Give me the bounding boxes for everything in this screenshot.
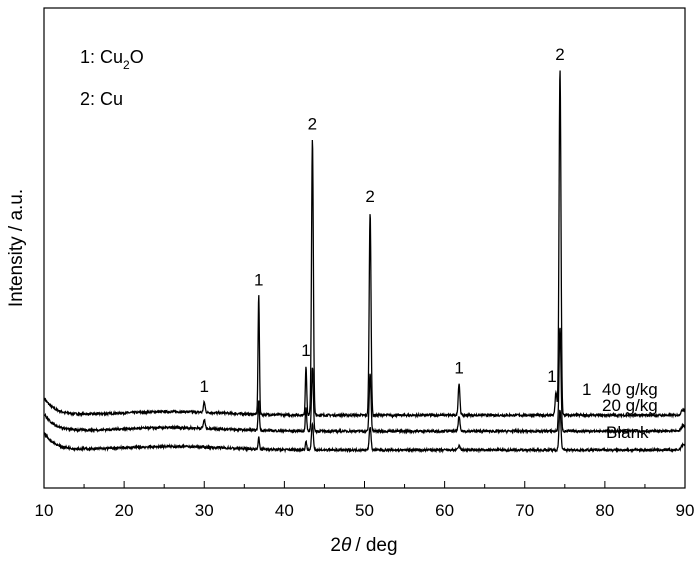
x-tick-label: 30 [195, 501, 214, 520]
legend: 1: Cu2O 2: Cu [80, 47, 144, 109]
legend-cu2o: 1: Cu2O [80, 47, 144, 72]
axis-ticks: 10 20 30 40 50 60 70 80 90 [35, 481, 695, 520]
series-label: 40 g/kg [602, 380, 658, 399]
series-layer [43, 70, 686, 454]
series-label: 20 g/kg [602, 396, 658, 415]
x-tick-label: 40 [275, 501, 294, 520]
peak-annotation: 1 [254, 270, 263, 289]
series-line-1 [43, 327, 686, 435]
peak-annotation: 1 [547, 367, 556, 386]
peak-annotation: 2 [365, 187, 374, 206]
peak-annotation: 2 [555, 45, 564, 64]
y-axis-title: Intensity / a.u. [6, 189, 27, 307]
legend-cu: 2: Cu [80, 89, 123, 109]
x-tick-label: 60 [435, 501, 454, 520]
x-tick-label: 90 [676, 501, 695, 520]
x-tick-label: 20 [115, 501, 134, 520]
series-label: Blank [606, 423, 649, 442]
peak-annotation: 1 [454, 358, 463, 377]
series-line-0 [43, 70, 686, 419]
x-tick-label: 80 [595, 501, 614, 520]
x-axis-title: 2θ / deg [330, 535, 397, 556]
peak-annotation: 1 [200, 377, 209, 396]
peak-annotation: 2 [308, 115, 317, 134]
legend-cu2o-subscript: 2 [123, 58, 130, 72]
x-tick-label: 50 [355, 501, 374, 520]
x-tick-label: 10 [35, 501, 54, 520]
series-label: 1 [582, 380, 591, 399]
peak-annotation: 1 [301, 341, 310, 360]
x-tick-label: 70 [515, 501, 534, 520]
series-line-2 [43, 409, 686, 454]
